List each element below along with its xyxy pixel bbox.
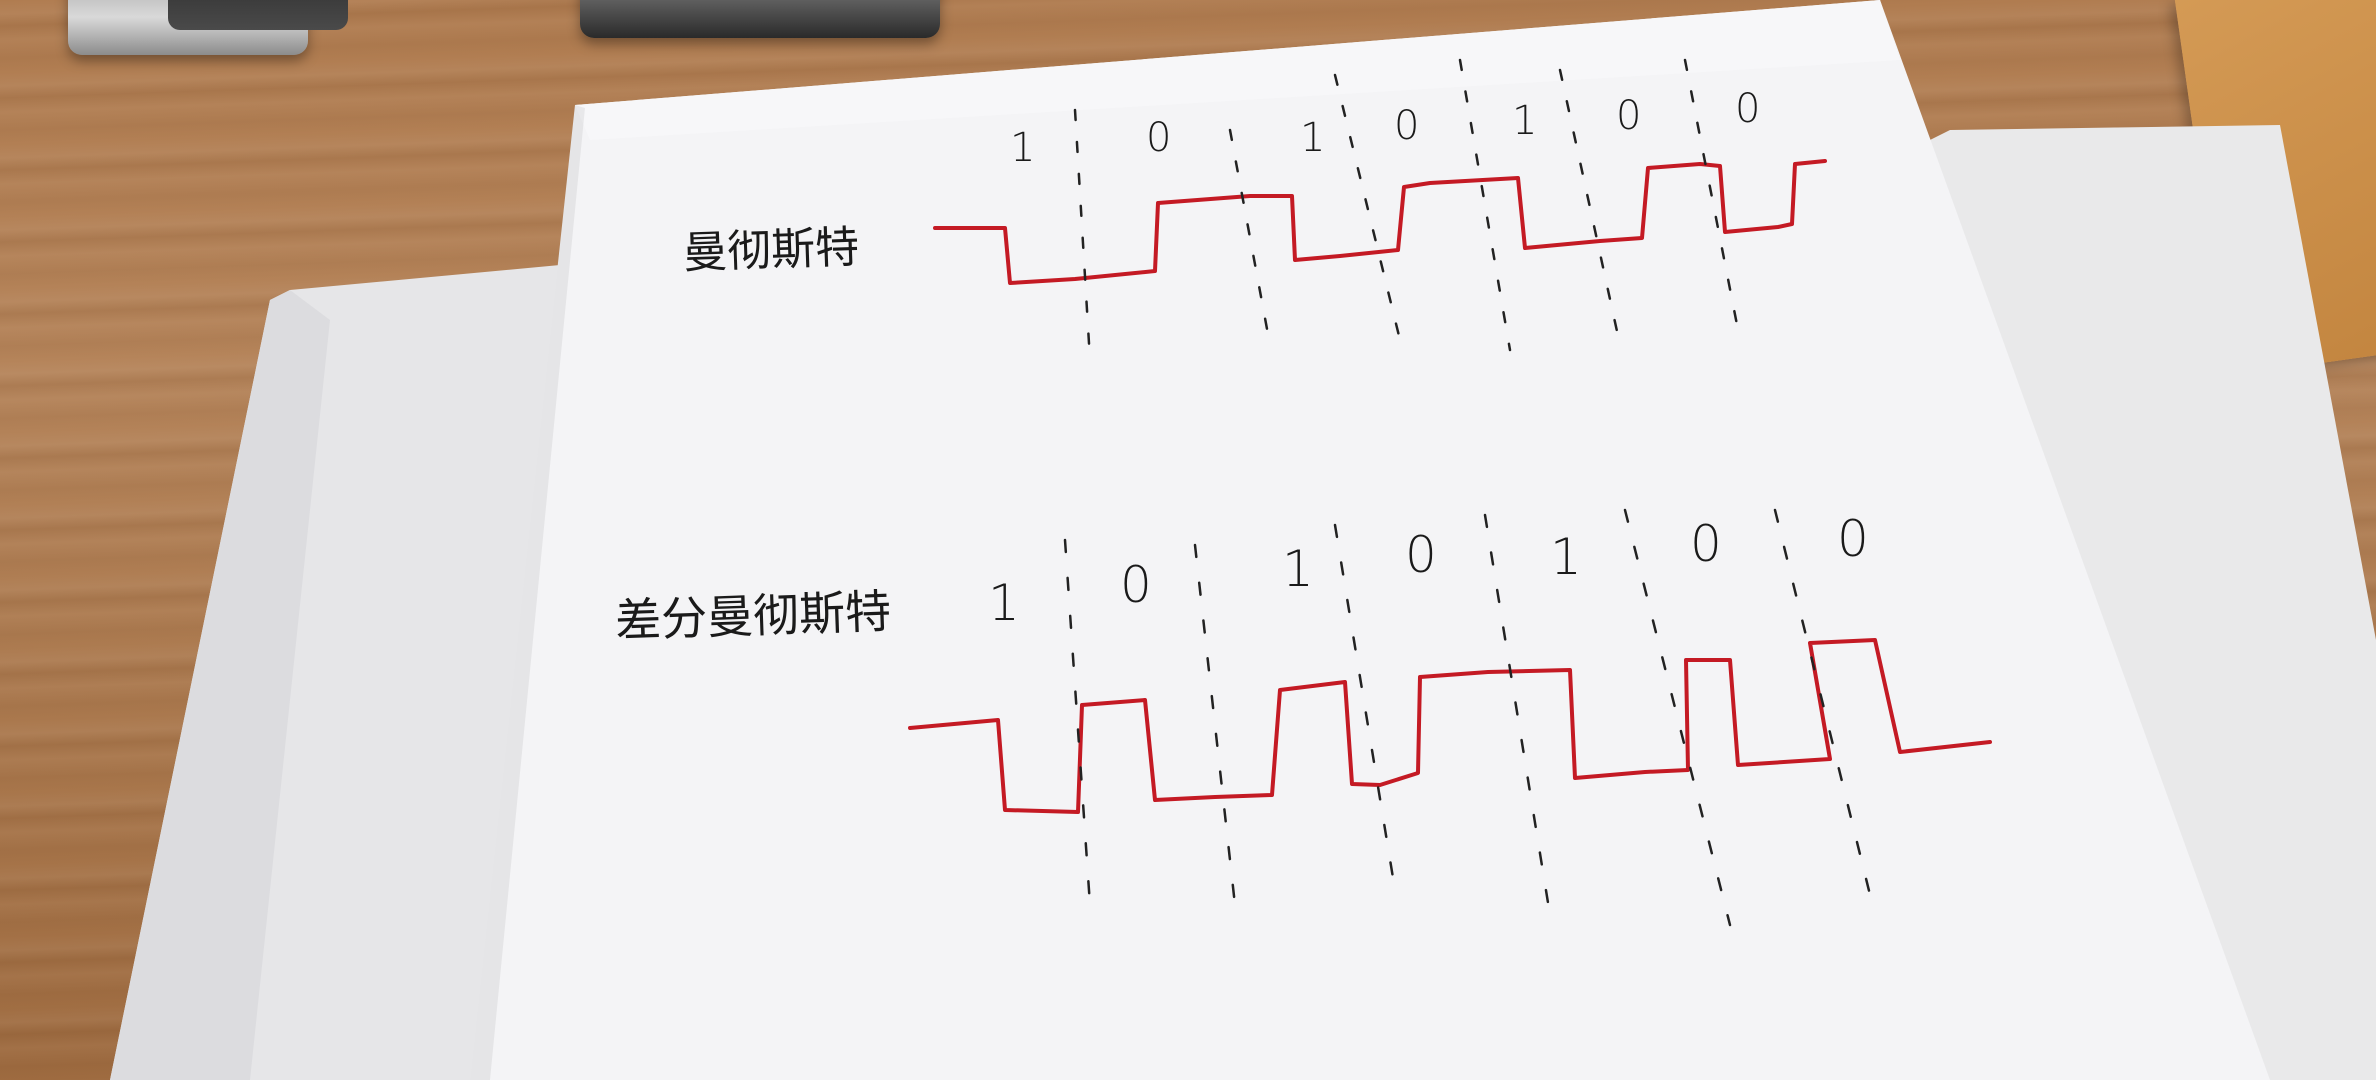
- bit-label: 0: [1616, 93, 1642, 139]
- bit-label: 1: [1512, 98, 1538, 144]
- bit-label: 1: [1300, 115, 1326, 161]
- gray-device: [68, 0, 348, 55]
- bit-label: 0: [1394, 103, 1420, 149]
- dashed-boundary-line: [1773, 508, 1877, 917]
- dashed-boundary-line: [1193, 543, 1237, 907]
- dark-device: [580, 0, 940, 38]
- bit-label: 0: [1146, 115, 1172, 161]
- bit-label: 1: [1010, 125, 1036, 171]
- dashed-boundary-line: [1063, 538, 1092, 907]
- differential-manchester-waveform: [908, 638, 1992, 814]
- differential-manchester-label: 差分曼彻斯特: [614, 584, 892, 648]
- bit-label: 1: [1282, 540, 1314, 598]
- dashed-boundary-line: [1483, 513, 1552, 917]
- bit-label: 0: [1405, 526, 1437, 584]
- bit-label: 0: [1690, 515, 1722, 573]
- bit-label: 0: [1120, 556, 1152, 614]
- dashed-boundary-line: [1333, 523, 1397, 892]
- bit-label: 0: [1735, 86, 1761, 132]
- dashed-boundary-line: [1228, 128, 1272, 347]
- dashed-boundary-line: [1683, 58, 1742, 342]
- manchester-label: 曼彻斯特: [682, 221, 860, 280]
- dashed-boundary-line: [1558, 68, 1622, 347]
- dashed-boundary-line: [1333, 73, 1402, 342]
- bit-label: 1: [988, 574, 1020, 632]
- bit-label: 1: [1550, 528, 1582, 586]
- dashed-boundary-line: [1073, 108, 1092, 362]
- dashed-boundary-line: [1458, 58, 1512, 352]
- manchester-waveform: [933, 159, 1827, 285]
- bit-label: 0: [1837, 510, 1869, 568]
